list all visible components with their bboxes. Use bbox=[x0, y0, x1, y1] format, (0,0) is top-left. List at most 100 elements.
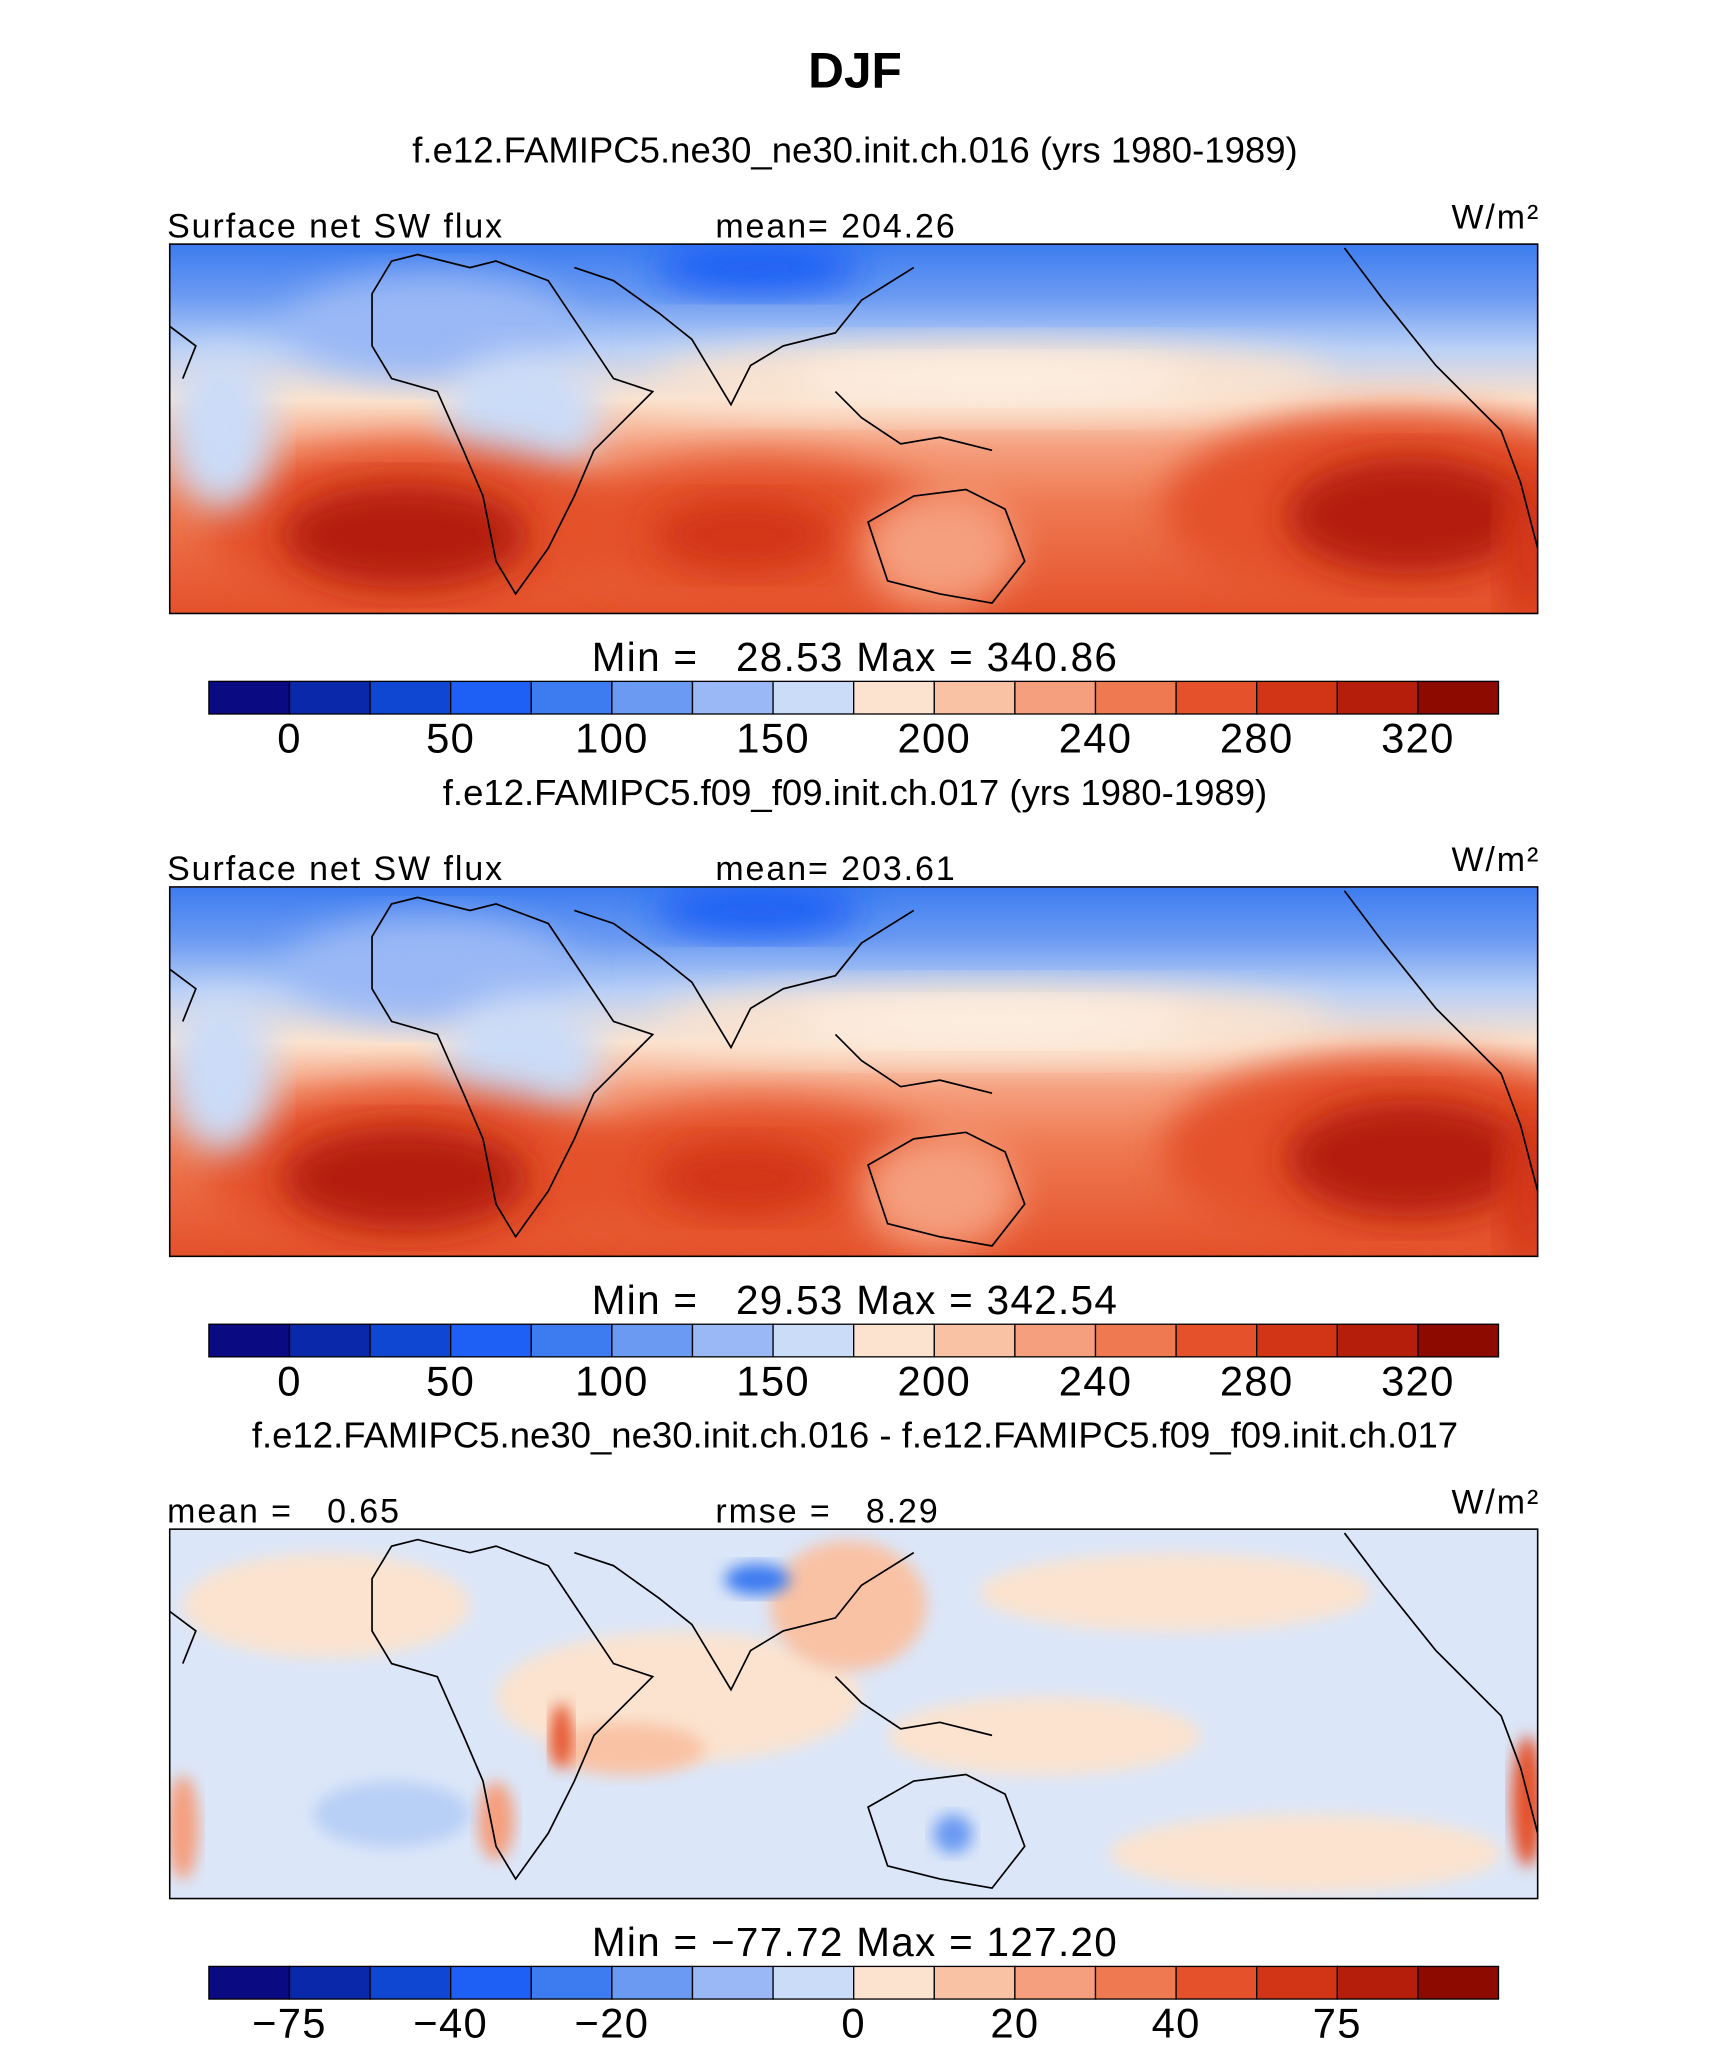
colorbar-label: 20 bbox=[990, 1999, 1039, 2046]
colorbar-box bbox=[772, 1965, 855, 2000]
panel: f.e12.FAMIPC5.ne30_ne30.init.ch.016 - f.… bbox=[167, 1414, 1540, 2046]
colorbar-box bbox=[450, 680, 532, 715]
colorbar-box bbox=[288, 1323, 371, 1358]
coastline bbox=[867, 1131, 1026, 1247]
colorbar-box bbox=[288, 680, 371, 715]
colorbar-box bbox=[1094, 1323, 1177, 1358]
center-label: rmse = 8.29 bbox=[715, 1492, 939, 1530]
colorbar-box bbox=[1175, 1323, 1258, 1358]
colorbar-box bbox=[933, 680, 1016, 715]
panel: f.e12.FAMIPC5.f09_f09.init.ch.017 (yrs 1… bbox=[167, 772, 1540, 1404]
colorbar-box bbox=[1336, 1965, 1419, 2000]
map-field bbox=[477, 1781, 515, 1861]
colorbar-box bbox=[691, 680, 774, 715]
colorbar-box bbox=[530, 680, 613, 715]
coastline bbox=[574, 266, 915, 407]
coastline bbox=[867, 1773, 1026, 1890]
map-field bbox=[861, 489, 1019, 607]
colorbar-box bbox=[1094, 680, 1177, 715]
colorbar-label: 0 bbox=[841, 1999, 866, 2046]
colorbar-label: 280 bbox=[1220, 1357, 1294, 1404]
map bbox=[169, 887, 1538, 1257]
left-label: Surface net SW flux bbox=[167, 207, 504, 245]
coastline bbox=[371, 253, 655, 596]
colorbar-box bbox=[933, 1323, 1016, 1358]
colorbar-box bbox=[1014, 1965, 1097, 2000]
map-field bbox=[1501, 1112, 1538, 1257]
map-field bbox=[550, 1703, 572, 1769]
colorbar-box bbox=[208, 1965, 291, 2000]
coastline bbox=[1343, 890, 1538, 1192]
min-max: Min = −77.72 Max = 127.20 bbox=[592, 1919, 1118, 1965]
colorbar-box bbox=[450, 1965, 532, 2000]
colorbar-box bbox=[450, 1323, 532, 1358]
map-field bbox=[861, 1132, 1019, 1250]
colorbar-box bbox=[1014, 1323, 1097, 1358]
colorbar-box bbox=[369, 1965, 452, 2000]
colorbar-box bbox=[1094, 1965, 1177, 2000]
colorbar-box bbox=[1256, 1965, 1338, 2000]
map-field bbox=[169, 352, 275, 510]
colorbar-box bbox=[1417, 680, 1500, 715]
colorbar-label: 40 bbox=[1152, 1999, 1201, 2046]
map-field bbox=[652, 887, 862, 937]
map-field bbox=[796, 1000, 1188, 1043]
map-field bbox=[169, 995, 275, 1152]
coastline bbox=[834, 390, 993, 452]
map-field bbox=[1511, 1736, 1538, 1867]
coastline bbox=[834, 1676, 993, 1737]
coastline bbox=[371, 896, 655, 1239]
coastline bbox=[1343, 247, 1538, 549]
map-field bbox=[652, 498, 836, 572]
panel-subtitle: f.e12.FAMIPC5.ne30_ne30.init.ch.016 (yrs… bbox=[412, 129, 1297, 170]
colorbar-label: 100 bbox=[575, 1357, 649, 1404]
colorbar-label: 320 bbox=[1381, 714, 1455, 761]
colorbar-box bbox=[208, 680, 291, 715]
colorbar-box bbox=[1175, 1965, 1258, 2000]
coastline bbox=[574, 1551, 915, 1692]
map-field bbox=[182, 1553, 470, 1658]
panel-subtitle: f.e12.FAMIPC5.ne30_ne30.init.ch.016 - f.… bbox=[252, 1414, 1458, 1455]
colorbar-label: −40 bbox=[413, 1999, 488, 2046]
map-field bbox=[887, 1696, 1201, 1776]
coastline bbox=[169, 325, 197, 379]
colorbar-box bbox=[1336, 680, 1419, 715]
colorbar-label: 200 bbox=[898, 1357, 972, 1404]
map-field bbox=[1285, 456, 1534, 575]
map-field bbox=[979, 1553, 1371, 1632]
center-label: mean= 203.61 bbox=[715, 850, 956, 888]
colorbar-box bbox=[369, 1323, 452, 1358]
map-frame bbox=[168, 886, 1539, 1258]
colorbar-box bbox=[1417, 1323, 1500, 1358]
colorbar-box bbox=[933, 1965, 1016, 2000]
colorbar-box bbox=[853, 1323, 935, 1358]
colorbar-box bbox=[530, 1323, 613, 1358]
colorbar-label: 320 bbox=[1381, 1357, 1455, 1404]
panel: f.e12.FAMIPC5.ne30_ne30.init.ch.016 (yrs… bbox=[167, 129, 1540, 761]
map-field bbox=[287, 274, 575, 379]
colorbar-label: 0 bbox=[277, 1357, 302, 1404]
map-field bbox=[280, 482, 529, 588]
map-field bbox=[933, 1814, 973, 1854]
colorbar-box bbox=[853, 1965, 935, 2000]
units: W/m² bbox=[1451, 1483, 1540, 1521]
coastline bbox=[834, 1033, 993, 1095]
map-field bbox=[313, 1781, 470, 1847]
colorbar-box bbox=[1014, 680, 1097, 715]
map-field bbox=[1501, 469, 1538, 614]
colorbar-box bbox=[530, 1965, 613, 2000]
colorbar-box bbox=[1417, 1965, 1500, 2000]
units: W/m² bbox=[1451, 841, 1540, 879]
colorbar-box bbox=[1175, 680, 1258, 715]
units: W/m² bbox=[1451, 198, 1540, 236]
left-label: Surface net SW flux bbox=[167, 850, 504, 888]
min-max: Min = 28.53 Max = 340.86 bbox=[592, 634, 1118, 680]
coastline bbox=[169, 1610, 197, 1664]
colorbar-box bbox=[691, 1323, 774, 1358]
colorbar-box bbox=[772, 680, 855, 715]
min-max: Min = 29.53 Max = 342.54 bbox=[592, 1277, 1118, 1323]
map-frame bbox=[168, 1528, 1539, 1900]
map-field bbox=[1285, 1099, 1534, 1218]
colorbar-box bbox=[369, 680, 452, 715]
